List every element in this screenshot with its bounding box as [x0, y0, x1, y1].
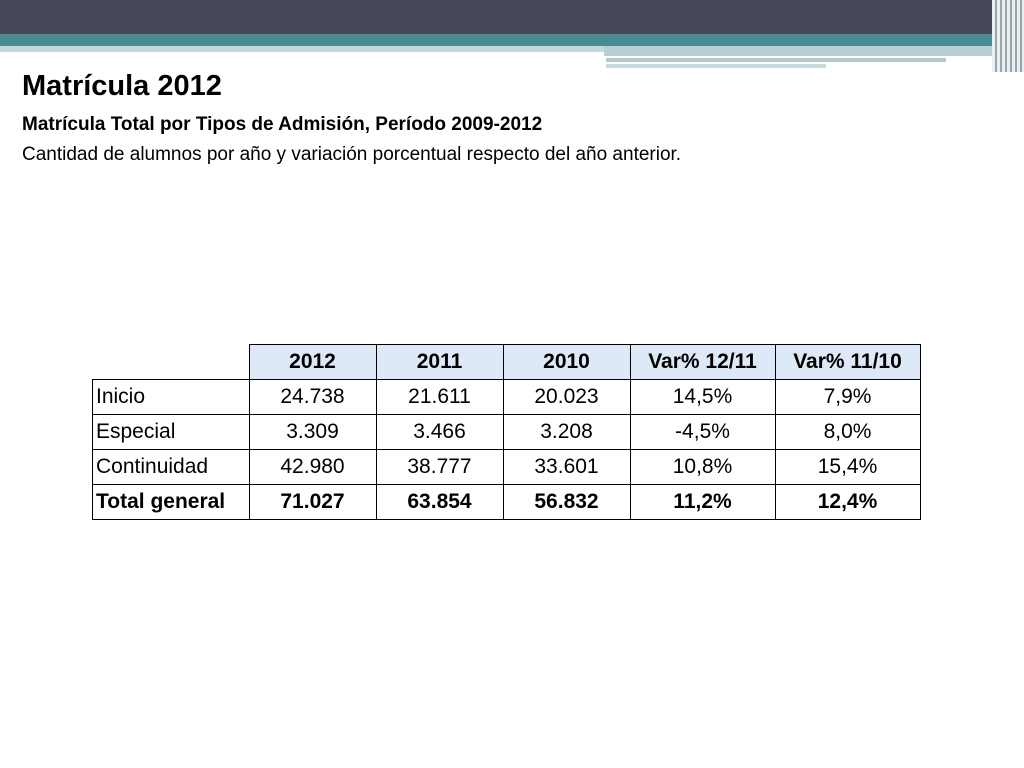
table-cell: 56.832: [502, 484, 631, 520]
table-cell: 63.854: [375, 484, 504, 520]
table-cell: 42.980: [248, 449, 377, 485]
decorative-stripe: [604, 46, 1024, 56]
table-cell: 38.777: [375, 449, 504, 485]
table-cell: 33.601: [502, 449, 631, 485]
decorative-stripe: [606, 58, 946, 62]
header-cell-var-11-10: Var% 11/10: [774, 344, 921, 380]
table-cell: 7,9%: [774, 379, 921, 415]
header-cell-2011: 2011: [375, 344, 504, 380]
table-cell: 24.738: [248, 379, 377, 415]
table-cell: -4,5%: [629, 414, 776, 450]
decorative-stripe: [0, 46, 604, 52]
decorative-stripe: [606, 64, 826, 68]
row-label: Total general: [92, 484, 250, 520]
row-label: Especial: [92, 414, 250, 450]
table-row: Inicio 24.738 21.611 20.023 14,5% 7,9%: [92, 379, 921, 415]
table-cell: 3.208: [502, 414, 631, 450]
top-banner: [0, 0, 1024, 34]
table-cell: 12,4%: [774, 484, 921, 520]
table-cell: 3.466: [375, 414, 504, 450]
table-cell: 3.309: [248, 414, 377, 450]
table-cell: 71.027: [248, 484, 377, 520]
header-cell-var-12-11: Var% 12/11: [629, 344, 776, 380]
slide-title: Matrícula 2012: [22, 70, 222, 102]
enrollment-table: 2012 2011 2010 Var% 12/11 Var% 11/10 Ini…: [92, 344, 921, 520]
table-cell: 8,0%: [774, 414, 921, 450]
table-cell: 10,8%: [629, 449, 776, 485]
row-label: Continuidad: [92, 449, 250, 485]
header-cell-2010: 2010: [502, 344, 631, 380]
slide-subtitle: Matrícula Total por Tipos de Admisión, P…: [22, 114, 543, 135]
table-row: Especial 3.309 3.466 3.208 -4,5% 8,0%: [92, 414, 921, 450]
accent-band: [0, 34, 1024, 46]
table-cell: 20.023: [502, 379, 631, 415]
decorative-vertical-lines: [992, 0, 1024, 72]
table-total-row: Total general 71.027 63.854 56.832 11,2%…: [92, 484, 921, 520]
header-blank-cell: [92, 344, 249, 380]
table-row: Continuidad 42.980 38.777 33.601 10,8% 1…: [92, 449, 921, 485]
table-cell: 14,5%: [629, 379, 776, 415]
header-cell-2012: 2012: [248, 344, 377, 380]
slide-description: Cantidad de alumnos por año y variación …: [22, 144, 682, 165]
table-cell: 11,2%: [629, 484, 776, 520]
table-header-row: 2012 2011 2010 Var% 12/11 Var% 11/10: [92, 344, 921, 380]
table-cell: 21.611: [375, 379, 504, 415]
table-cell: 15,4%: [774, 449, 921, 485]
row-label: Inicio: [92, 379, 250, 415]
